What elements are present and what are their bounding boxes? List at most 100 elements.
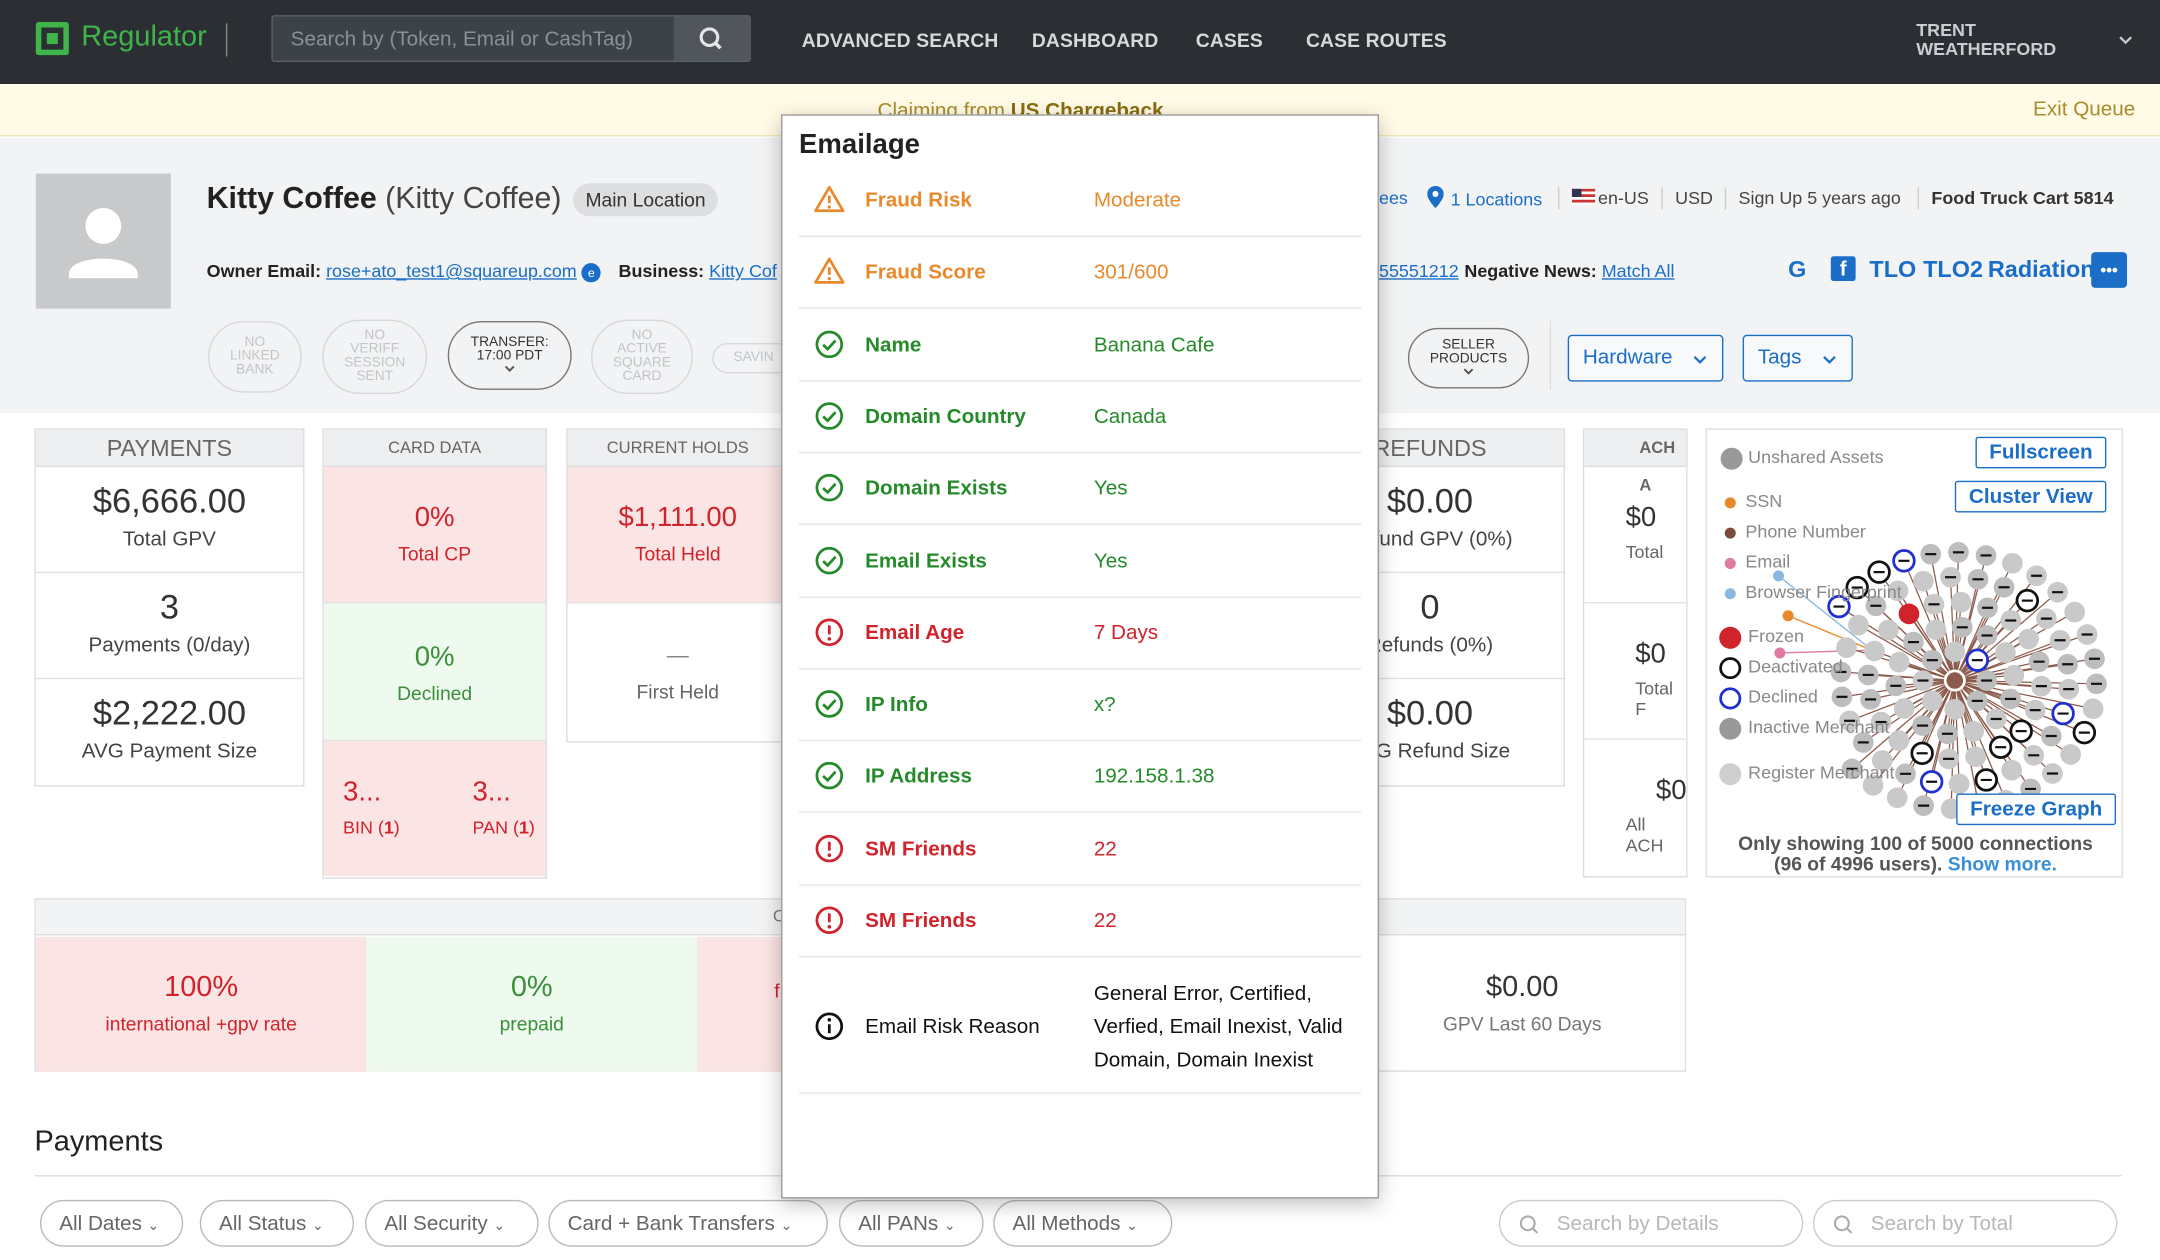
graph-node[interactable]: [1862, 774, 1884, 796]
business-link[interactable]: Kitty Cof: [709, 260, 777, 282]
emailage-icon[interactable]: e: [581, 262, 602, 282]
owner-email-link[interactable]: rose+ato_test1@squareup.com: [326, 260, 577, 282]
nav-advanced-search[interactable]: ADVANCED SEARCH: [801, 28, 999, 51]
emailage-row: Fraud Score 301/600: [799, 237, 1362, 309]
graph-node[interactable]: [1965, 746, 1986, 768]
network-graph[interactable]: [1707, 430, 2123, 878]
hardware-dropdown[interactable]: Hardware: [1567, 334, 1724, 382]
graph-node[interactable]: [1871, 750, 1893, 771]
metric-label: GPV Last 60 Days: [1442, 1012, 1602, 1035]
graph-node[interactable]: [2082, 698, 2104, 720]
pill-text: SENT: [356, 369, 394, 385]
fullscreen-button[interactable]: Fullscreen: [1975, 436, 2107, 469]
locations-link[interactable]: 1 Locations: [1450, 188, 1543, 210]
radiation-link[interactable]: Radiation: [1987, 256, 2095, 283]
pill-text: SESSION: [344, 355, 406, 371]
graph-node[interactable]: [1836, 637, 1857, 658]
graph-node[interactable]: [1921, 690, 1943, 712]
graph-node[interactable]: [2018, 628, 2039, 650]
graph-node[interactable]: [2060, 744, 2081, 765]
gpv-60-days-cell: $0.00 GPV Last 60 Days: [1357, 937, 1688, 1072]
graph-node[interactable]: [1864, 640, 1885, 662]
check-circle-icon: [815, 474, 844, 502]
filter-security[interactable]: All Security ⌄: [365, 1199, 539, 1247]
stat-label: Total: [1625, 541, 1664, 563]
metric-value: 100%: [164, 971, 239, 1003]
unshared-assets-toggle[interactable]: Unshared Assets: [1720, 446, 1884, 470]
google-search-icon[interactable]: G: [1788, 256, 1807, 283]
tags-dropdown[interactable]: Tags: [1742, 334, 1853, 382]
nav-cases[interactable]: CASES: [1195, 28, 1263, 51]
top-nav-bar: Regulator ADVANCED SEARCH DASHBOARD CASE…: [0, 0, 2160, 85]
user-menu[interactable]: TRENT WEATHERFORD: [1916, 20, 2056, 60]
search-by-total-input[interactable]: Search by Total: [1812, 1199, 2118, 1247]
asset-node[interactable]: [1774, 647, 1786, 659]
graph-node[interactable]: [1888, 730, 1910, 751]
graph-node[interactable]: [2001, 759, 2023, 781]
graph-node[interactable]: [1848, 614, 1869, 636]
asset-node[interactable]: [1782, 610, 1794, 622]
stat-label: Payments (0/day): [88, 633, 251, 658]
pill-transfer-time[interactable]: TRANSFER: 17:00 PDT: [447, 320, 572, 390]
graph-node[interactable]: [1888, 651, 1910, 673]
graph-node[interactable]: [1898, 603, 1920, 625]
filter-transfer-type[interactable]: Card + Bank Transfers ⌄: [548, 1199, 828, 1247]
show-more-link[interactable]: Show more.: [1947, 852, 2058, 875]
pill-no-veriff-session[interactable]: NO VERIFF SESSION SENT: [322, 319, 428, 394]
total-held-cell: $1,111.00 Total Held: [567, 467, 788, 604]
graph-edge: [1954, 679, 2052, 737]
graph-node[interactable]: [1925, 619, 1947, 640]
emailage-modal: Emailage Fraud Risk Moderate Fraud Score 30…: [781, 114, 1379, 1199]
graph-node[interactable]: [2064, 601, 2085, 623]
graph-node[interactable]: [1886, 787, 1908, 809]
pan-value[interactable]: 3...: [472, 776, 511, 808]
more-options-icon[interactable]: •••: [2091, 252, 2128, 288]
exit-queue-link[interactable]: Exit Queue: [2033, 97, 2136, 122]
app-name[interactable]: Regulator: [81, 20, 207, 53]
row-value: 192.158.1.38: [1093, 765, 1215, 789]
divider: [1558, 187, 1560, 210]
filter-dates[interactable]: All Dates ⌄: [39, 1199, 184, 1247]
nav-case-routes[interactable]: CASE ROUTES: [1305, 28, 1447, 51]
chevron-down-icon: [1693, 356, 1707, 364]
location-pin-icon: [1427, 185, 1444, 209]
filter-pans[interactable]: All PANs ⌄: [838, 1199, 984, 1247]
filter-status[interactable]: All Status ⌄: [199, 1199, 355, 1247]
graph-hub-node[interactable]: [1943, 669, 1966, 692]
tlo-link[interactable]: TLO: [1869, 256, 1917, 283]
pill-no-linked-bank[interactable]: NO LINKED BANK: [208, 320, 302, 393]
search-by-details-input[interactable]: Search by Details: [1498, 1199, 1804, 1247]
graph-node[interactable]: [1963, 721, 1984, 742]
cluster-view-button[interactable]: Cluster View: [1955, 480, 2107, 513]
graph-node[interactable]: [1950, 591, 1972, 613]
phone-link[interactable]: 55551212: [1378, 260, 1459, 282]
asset-node[interactable]: [1772, 570, 1784, 582]
graph-node[interactable]: [1995, 642, 2016, 663]
freeze-graph-button[interactable]: Freeze Graph: [1956, 793, 2116, 826]
graph-node[interactable]: [1912, 570, 1934, 592]
negative-news-link[interactable]: Match All: [1601, 260, 1675, 282]
graph-edge: [1870, 679, 1955, 700]
reason-line: Domain, Domain Inexist: [1093, 1048, 1314, 1072]
bin-value[interactable]: 3...: [343, 776, 382, 808]
filter-methods[interactable]: All Methods ⌄: [993, 1199, 1173, 1247]
graph-node[interactable]: [1887, 580, 1909, 602]
graph-node[interactable]: [1940, 798, 1962, 820]
search-button[interactable]: [673, 16, 750, 61]
graph-node[interactable]: [1944, 641, 1966, 663]
nav-dashboard[interactable]: DASHBOARD: [1031, 28, 1159, 51]
stat-value: $0: [1625, 502, 1657, 534]
graph-node[interactable]: [2003, 664, 2025, 686]
graph-node[interactable]: [1893, 698, 1915, 719]
tlo2-link[interactable]: TLO2: [1923, 256, 1983, 283]
graph-node[interactable]: [1878, 619, 1899, 641]
facebook-icon[interactable]: f: [1830, 256, 1856, 282]
pill-no-active-square-card[interactable]: NO ACTIVE SQUARE CARD: [590, 319, 693, 394]
pill-seller-products[interactable]: SELLER PRODUCTS: [1407, 327, 1530, 389]
graph-node[interactable]: [2002, 553, 2023, 574]
graph-node[interactable]: [1948, 773, 1970, 795]
employees-link[interactable]: ees: [1378, 187, 1408, 209]
search-input[interactable]: [272, 16, 676, 61]
chevron-down-icon[interactable]: [2117, 32, 2134, 49]
graph-node[interactable]: [1944, 698, 1966, 720]
